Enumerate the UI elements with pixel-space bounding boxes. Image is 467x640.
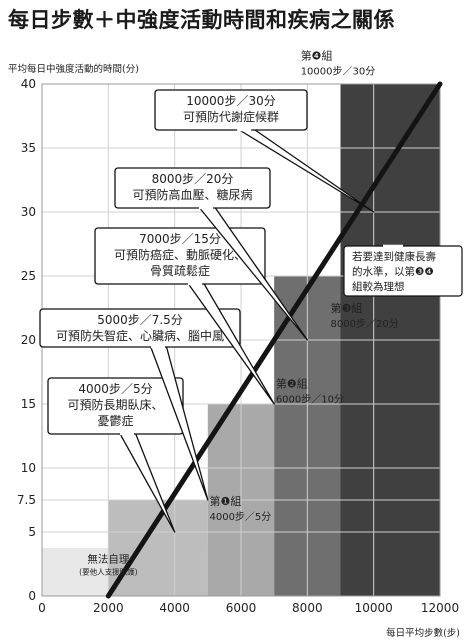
x-tick-label: 2000 xyxy=(93,601,124,615)
group-desc: 6000步／10分 xyxy=(276,393,344,405)
no-self-care-note: (要他人支援照護) xyxy=(79,567,137,577)
callout-text: 可預防高血壓、糖尿病 xyxy=(132,187,252,202)
ideal-note-text: 組較為理想 xyxy=(352,280,405,293)
group-desc: 8000步／20分 xyxy=(331,318,399,330)
ideal-note-text: 若要達到健康長壽 xyxy=(352,250,436,263)
callout-box xyxy=(114,167,271,209)
group-desc: 10000步／30分 xyxy=(301,66,376,78)
callout-text: 可預防長期臥床、 xyxy=(67,397,163,412)
callout-text: 骨質疏鬆症 xyxy=(150,263,210,278)
group-desc: 4000步／5分 xyxy=(209,511,271,523)
y-tick-label: 0 xyxy=(28,589,36,603)
x-tick-label: 0 xyxy=(38,601,46,615)
callout-text: 10000步／30分 xyxy=(186,94,275,108)
y-tick-label: 35 xyxy=(21,141,36,155)
y-tick-label: 7.5 xyxy=(17,493,36,507)
y-tick-label: 20 xyxy=(21,333,36,347)
group-label: 第❸組 xyxy=(331,301,363,315)
callout-text: 4000步／5分 xyxy=(78,382,152,396)
y-tick-label: 25 xyxy=(21,269,36,283)
callout-box xyxy=(154,89,308,131)
callout-text: 可預防代謝症候群 xyxy=(183,109,279,124)
callout-text: 5000步／7.5分 xyxy=(97,313,183,327)
x-tick-label: 12000 xyxy=(421,601,459,615)
x-tick-label: 8000 xyxy=(292,601,323,615)
y-tick-label: 40 xyxy=(21,77,36,91)
chart-title: 每日步數＋中強度活動時間和疾病之關係 xyxy=(8,8,395,32)
x-tick-label: 4000 xyxy=(159,601,190,615)
callout-box xyxy=(39,308,241,348)
group-label: 第❷組 xyxy=(276,376,308,390)
y-tick-label: 30 xyxy=(21,205,36,219)
callout-text: 8000步／20分 xyxy=(152,172,234,186)
group-label: 第❶組 xyxy=(209,494,241,508)
callout-text: 憂鬱症 xyxy=(97,413,133,428)
callout-text: 可預防癌症、動脈硬化、 xyxy=(114,247,246,262)
callout-box xyxy=(94,227,266,285)
y-tick-label: 5 xyxy=(28,525,36,539)
group-label: 第❹組 xyxy=(301,49,333,63)
zone-g1 xyxy=(108,500,208,596)
x-tick-label: 10000 xyxy=(355,601,393,615)
callout-text: 可預防失智症、心臟病、腦中風 xyxy=(56,328,224,343)
callout-text: 7000步／15分 xyxy=(139,232,221,246)
y-axis-label: 平均每日中強度活動的時間(分) xyxy=(8,63,139,75)
x-tick-label: 6000 xyxy=(226,601,257,615)
ideal-note-text: 的水準，以第❸❹ xyxy=(352,265,434,278)
no-self-care-label: 無法自理 xyxy=(87,553,129,566)
y-tick-label: 15 xyxy=(21,397,36,411)
y-tick-label: 10 xyxy=(21,461,36,475)
x-axis-label: 每日平均步數(步) xyxy=(386,627,460,639)
